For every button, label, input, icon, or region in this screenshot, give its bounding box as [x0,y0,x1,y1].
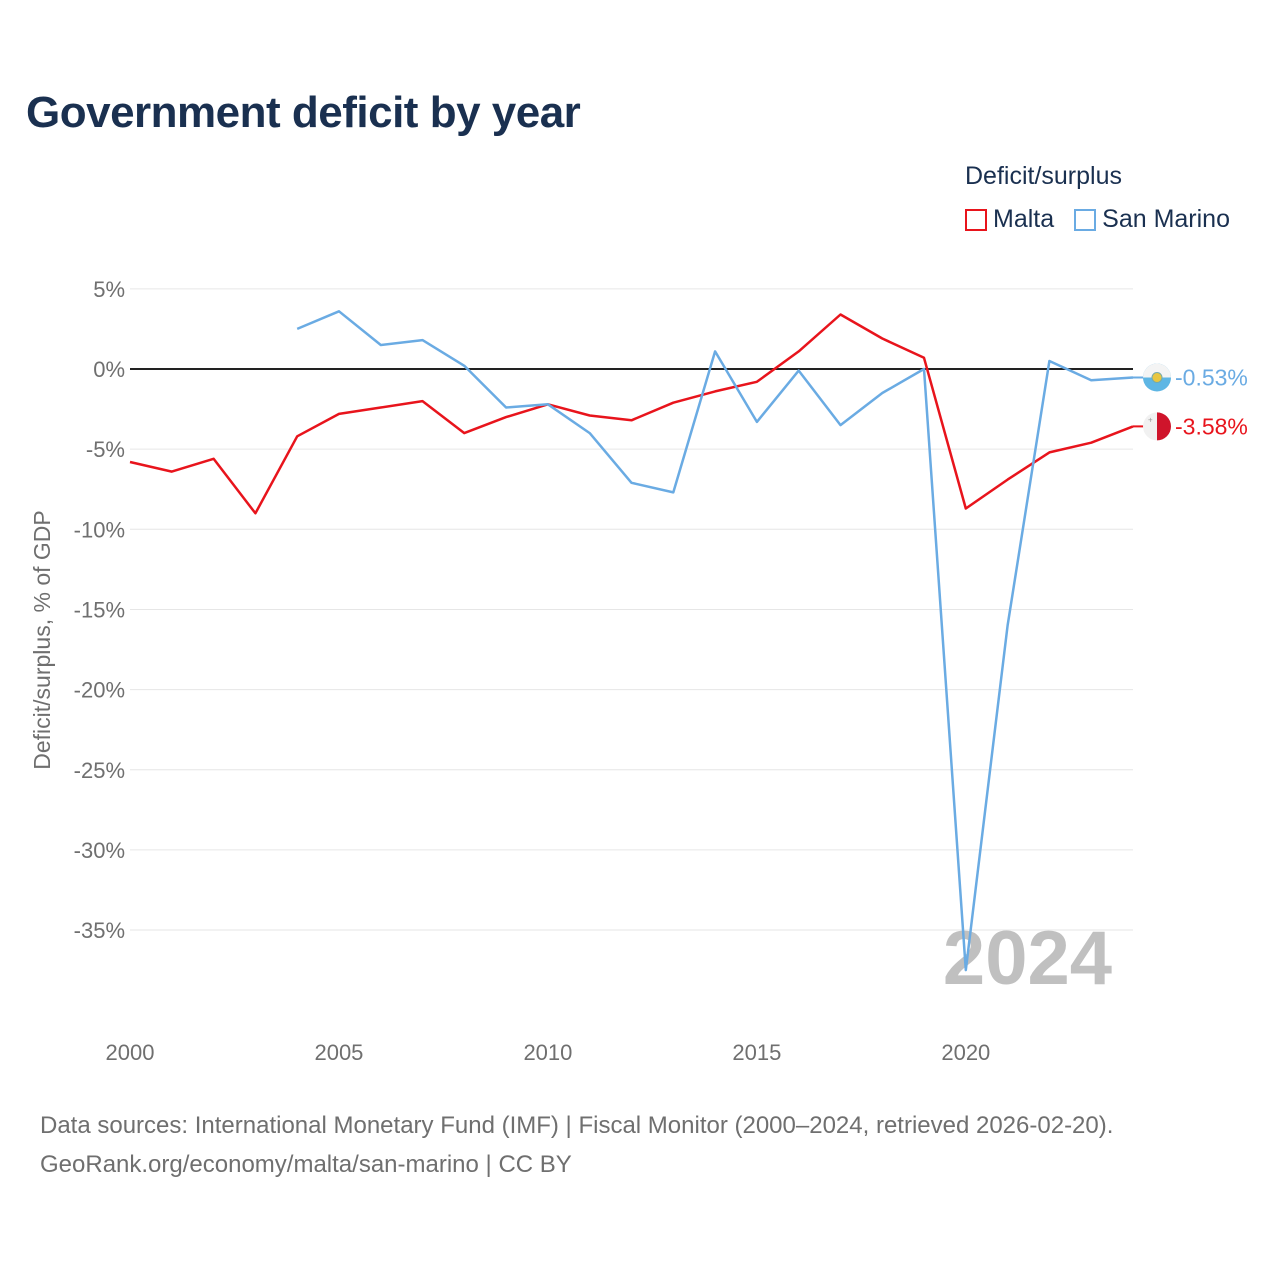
legend-label-malta: Malta [993,205,1055,233]
x-tick-label: 2010 [523,1040,572,1065]
end-label-san-marino: -0.53% [1175,364,1248,390]
x-tick-label: 2015 [732,1040,781,1065]
x-tick-label: 2000 [106,1040,155,1065]
y-tick-label: 0% [93,357,125,382]
series-line-malta [129,313,1134,515]
legend: Malta San Marino [965,205,1250,234]
legend-label-san-marino: San Marino [1102,205,1230,233]
y-tick-label: -20% [74,678,125,703]
end-markers: + -3.58% -0.53% [1133,363,1248,441]
y-tick-label: -15% [74,597,125,622]
x-tick-label: 2020 [941,1040,990,1065]
malta-flag-icon: + [1143,412,1171,441]
x-tick-labels: 2000 2005 2010 2015 2020 [106,1040,991,1065]
y-tick-label: -10% [74,517,125,542]
legend-item-san-marino[interactable]: San Marino [1074,205,1230,234]
legend-title: Deficit/surplus [965,162,1122,190]
y-axis-label: Deficit/surplus, % of GDP [29,510,55,769]
legend-swatch-san-marino [1074,208,1097,231]
y-tick-label: 5% [93,277,125,302]
y-tick-labels: 5% 0% -5% -10% -15% -20% -25% -30% -35% [74,277,125,943]
series-lines [129,310,1134,972]
flag-cross: + [1148,415,1153,424]
y-tick-label: -5% [86,437,125,462]
end-label-malta: -3.58% [1175,413,1248,439]
legend-swatch-malta [965,208,987,231]
series-line-san-marino [296,310,1134,972]
chart-title: Government deficit by year [26,88,581,137]
footer-link[interactable]: GeoRank.org/economy/malta/san-marino | C… [40,1151,572,1178]
san-marino-flag-icon [1143,363,1171,392]
flag-red-half [1157,412,1171,441]
grid-lines [130,288,1133,931]
footer-sources: Data sources: International Monetary Fun… [40,1112,1114,1139]
y-tick-label: -25% [74,758,125,783]
legend-item-malta[interactable]: Malta [965,205,1054,234]
x-tick-label: 2005 [314,1040,363,1065]
flag-white-half [1143,363,1171,378]
y-tick-label: -30% [74,838,125,863]
flag-emblem [1151,371,1163,383]
footer: Data sources: International Monetary Fun… [40,1106,1113,1184]
y-tick-label: -35% [74,918,125,943]
